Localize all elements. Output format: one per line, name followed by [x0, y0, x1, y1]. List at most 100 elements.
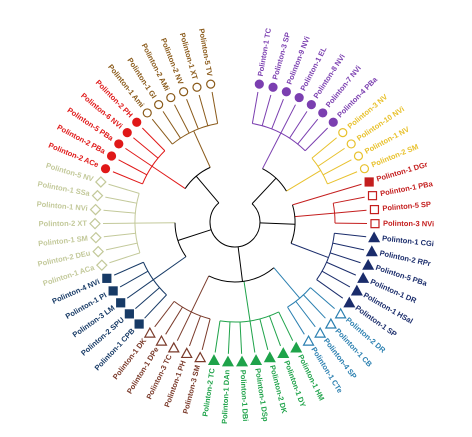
branch [334, 209, 367, 214]
branch [334, 232, 367, 238]
leaf-marker [343, 296, 356, 308]
leaf-label: Polinton-1 DAn [220, 369, 232, 424]
branch [239, 321, 243, 354]
clade-stem [151, 165, 186, 189]
backbone-stem [237, 246, 244, 282]
branch [322, 159, 352, 176]
leaf-marker [142, 108, 152, 118]
branch [125, 147, 153, 167]
clade-stem [243, 281, 251, 321]
backbone-stem [195, 175, 220, 204]
branch [271, 99, 284, 130]
branch [304, 127, 329, 152]
leaf-marker [132, 117, 142, 127]
leaf-marker [143, 326, 156, 338]
leaf-marker [236, 355, 249, 367]
leaf-marker [180, 347, 193, 359]
branch [198, 94, 209, 126]
leaf-marker [328, 117, 338, 127]
branch [261, 94, 272, 126]
leaf-label: Polinton-1 DSp [253, 368, 270, 423]
branch [108, 183, 140, 194]
branch [330, 183, 362, 194]
clade-stem [294, 212, 335, 218]
clade-stem [286, 170, 321, 192]
branch [280, 104, 296, 134]
branch [295, 301, 316, 328]
leaf-label: Polinton-1 SM [38, 234, 89, 249]
leaf-marker [263, 351, 276, 363]
branch [201, 318, 211, 350]
leaf-label: Polinton-1 TC [256, 27, 273, 77]
leaf-marker [91, 189, 104, 202]
leaf-marker [167, 341, 180, 353]
branch [311, 137, 337, 159]
branch [189, 315, 201, 347]
leaf-marker [290, 341, 303, 353]
leaf-label: Polinton-3 NVi [383, 219, 434, 229]
leaf-marker [346, 139, 356, 149]
leaf-marker [192, 82, 202, 92]
leaf-marker [314, 326, 327, 338]
branch [105, 242, 138, 251]
branch [165, 306, 183, 335]
leaf-marker [370, 219, 380, 229]
branch [112, 171, 143, 185]
branch [133, 137, 159, 159]
leaf-label: Polinton-1 PBa [379, 179, 434, 198]
backbone-arc [262, 168, 287, 192]
leaf-marker [194, 351, 207, 363]
leaf-marker [122, 128, 132, 138]
clade-stem [193, 130, 211, 168]
clade-stem [273, 267, 301, 299]
branch [162, 111, 181, 139]
backbone-stem [259, 222, 295, 225]
branch [174, 104, 190, 134]
backbone-arc [184, 166, 211, 189]
branch [151, 118, 173, 145]
leaf-marker [102, 273, 112, 283]
branch [227, 321, 231, 354]
branch [326, 261, 357, 276]
leaf-marker [106, 151, 117, 161]
branch [109, 252, 141, 264]
leaf-marker [294, 92, 304, 103]
branch [113, 261, 144, 276]
branch [103, 209, 136, 214]
leaf-marker [359, 164, 370, 174]
branch [333, 196, 365, 204]
leaf-marker [134, 319, 144, 329]
branch [297, 118, 319, 145]
branch [269, 315, 281, 347]
leaf-label: Polinton-1 CGi [382, 234, 435, 249]
branch [144, 294, 167, 319]
leaf-marker [89, 217, 101, 230]
clade-stem [153, 256, 187, 281]
leaf-marker [318, 108, 328, 118]
leaf-marker [281, 87, 291, 97]
branch [118, 159, 148, 176]
leaf-marker [100, 164, 111, 174]
leaf-marker [357, 272, 370, 283]
branch [316, 279, 344, 299]
branch [251, 91, 259, 124]
branch [303, 294, 326, 319]
leaf-label: Polinton-5 SP [382, 200, 431, 213]
branch [259, 318, 269, 350]
leaf-marker [92, 245, 105, 258]
branch [119, 270, 149, 288]
leaf-marker [94, 176, 107, 188]
leaf-marker [90, 231, 102, 244]
leaf-marker [155, 334, 168, 346]
branch [105, 196, 137, 204]
branch [249, 320, 256, 353]
leaf-marker [207, 354, 220, 366]
leaf-marker [350, 284, 363, 296]
leaf-marker [353, 151, 364, 161]
branch [310, 287, 335, 310]
branch [327, 171, 358, 185]
leaf-marker [364, 177, 374, 187]
leaf-marker [362, 258, 375, 270]
